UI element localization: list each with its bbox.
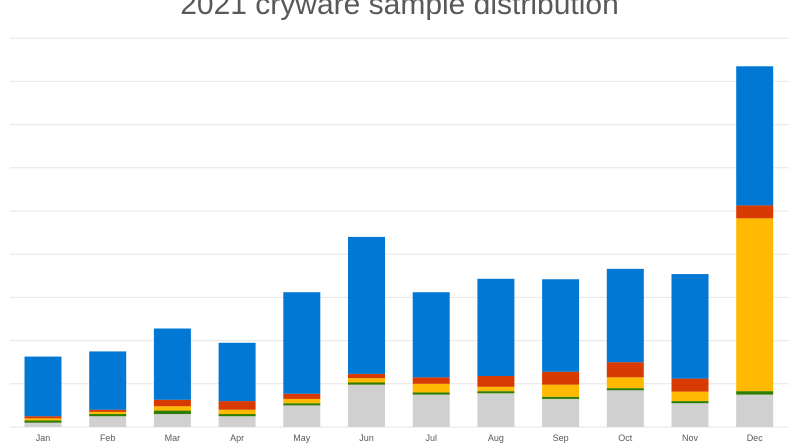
bar-segment-mar-1 [153,410,191,415]
bar-segment-sep-2 [542,384,580,397]
bar-segment-apr-1 [218,414,256,417]
bar-segment-aug-2 [477,386,515,392]
bar-segment-nov-4 [671,274,709,379]
x-tick-label: Nov [682,433,699,443]
bar-segment-jun-2 [348,378,385,383]
bar-segment-may-3 [283,393,321,399]
bar-segment-aug-3 [477,376,515,387]
bar-segment-apr-0 [218,416,256,427]
bar-segment-may-1 [283,403,321,406]
x-tick-label: Jan [36,433,51,443]
bar-segment-jul-3 [412,377,450,384]
bar-segment-jan-3 [24,416,62,419]
x-tick-label: Jul [425,433,437,443]
bar-segment-jun-0 [348,384,385,427]
bar-segment-apr-4 [218,342,256,402]
bar-segment-jul-2 [412,383,450,393]
bar-segment-oct-0 [606,390,644,427]
bar-segment-jul-0 [412,394,450,427]
bar-segment-nov-3 [671,378,709,392]
bars [24,66,774,427]
bar-segment-jun-1 [348,382,385,385]
bar-segment-oct-4 [606,268,644,363]
bar-segment-feb-3 [89,409,127,412]
bar-segment-nov-0 [671,403,709,427]
bar-segment-nov-2 [671,391,709,402]
x-tick-label: Mar [165,433,181,443]
bar-segment-aug-1 [477,391,515,394]
bar-segment-may-2 [283,398,321,404]
x-tick-label: Apr [230,433,244,443]
bar-segment-jun-4 [348,236,385,374]
bar-segment-dec-4 [736,66,774,206]
bar-segment-feb-2 [89,411,127,415]
x-tick-label: May [293,433,311,443]
bar-segment-aug-0 [477,393,515,427]
bar-segment-sep-4 [542,279,580,372]
x-tick-label: Aug [488,433,504,443]
bar-segment-jan-2 [24,418,62,421]
bar-segment-apr-3 [218,401,256,410]
bar-segment-nov-1 [671,401,709,404]
bar-segment-oct-2 [606,377,644,389]
bar-segment-feb-0 [89,416,127,427]
bar-segment-jan-1 [24,420,62,423]
bar-segment-dec-2 [736,218,774,392]
grid-lines [10,37,789,428]
x-tick-label: Dec [747,433,764,443]
bar-segment-may-4 [283,292,321,394]
bar-segment-dec-0 [736,394,774,427]
bar-segment-jul-1 [412,392,450,395]
bar-segment-feb-1 [89,414,127,417]
x-tick-label: Feb [100,433,116,443]
x-tick-label: Jun [359,433,374,443]
bar-segment-mar-3 [153,399,191,407]
bar-segment-dec-1 [736,391,774,395]
x-tick-label: Oct [618,433,633,443]
bar-segment-mar-4 [153,328,191,400]
bar-segment-may-0 [283,405,321,427]
bar-segment-jan-4 [24,356,62,417]
bar-segment-jul-4 [412,292,450,378]
bar-segment-feb-4 [89,351,127,410]
x-axis-tick-labels: Jan Feb Mar Apr May Jun Jul Aug Sep Oct Nov Dec [36,433,763,443]
bar-segment-sep-1 [542,396,580,399]
chart-title: 2021 cryware sample distribution [180,0,619,21]
bar-segment-dec-3 [736,205,774,219]
bar-segment-oct-1 [606,388,644,391]
x-tick-label: Sep [553,433,569,443]
bar-segment-aug-4 [477,278,515,377]
bar-segment-apr-2 [218,409,256,415]
bar-segment-oct-3 [606,362,644,378]
bar-segment-mar-2 [153,406,191,411]
bar-segment-jun-3 [348,373,385,379]
bar-segment-jan-0 [24,422,62,427]
bar-segment-mar-0 [153,414,191,427]
bar-segment-sep-3 [542,371,580,385]
bar-segment-sep-0 [542,398,580,427]
